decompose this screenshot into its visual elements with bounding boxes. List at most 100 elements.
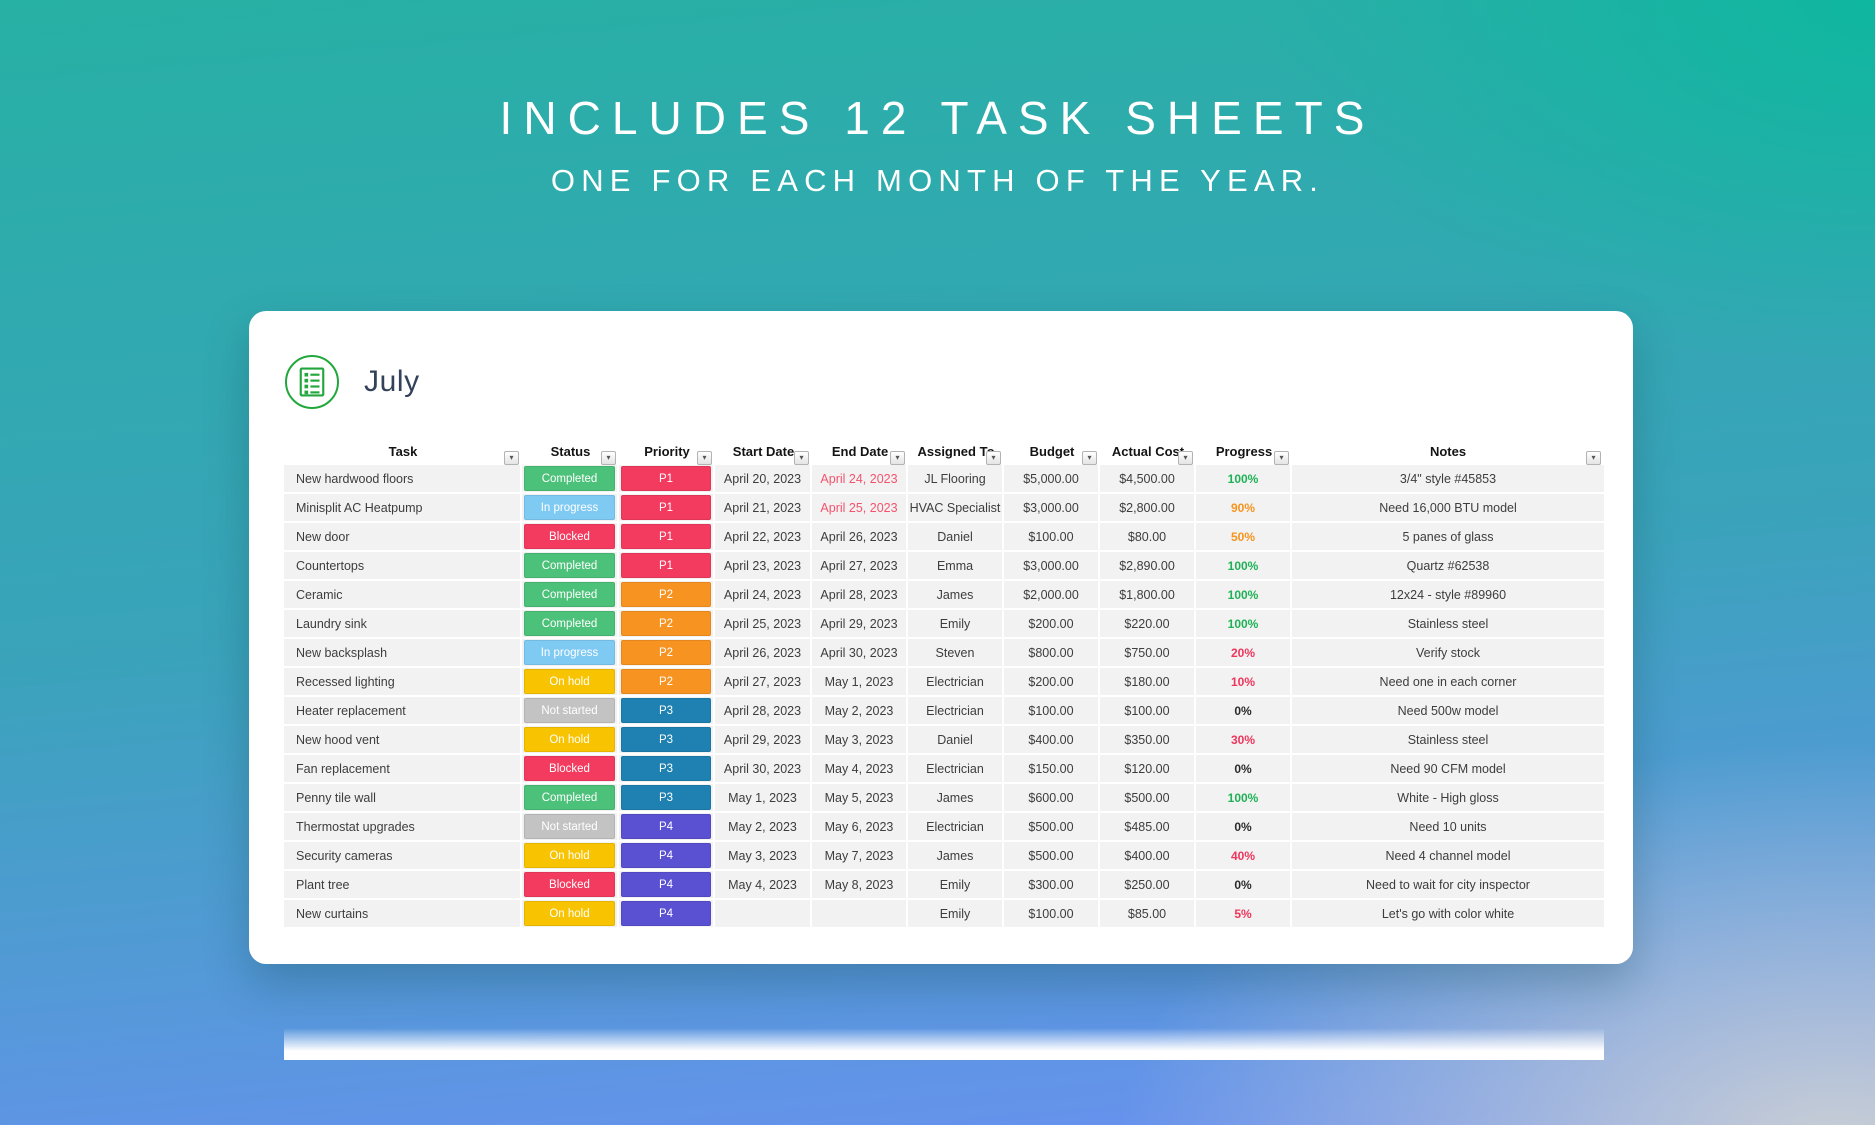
priority-chip[interactable]: P3 [621,698,711,723]
filter-button[interactable]: ▾ [697,451,712,465]
actual-cost-cell[interactable]: $4,500.00 [1100,465,1196,492]
end-date-cell[interactable]: May 8, 2023 [812,871,908,898]
filter-button[interactable]: ▾ [986,451,1001,465]
progress-cell[interactable]: 10% [1196,668,1292,695]
budget-cell[interactable]: $200.00 [1004,610,1100,637]
priority-chip[interactable]: P2 [621,611,711,636]
priority-chip[interactable]: P3 [621,756,711,781]
start-date-cell[interactable]: April 20, 2023 [715,465,812,492]
status-chip[interactable]: Completed [524,582,615,607]
start-date-cell[interactable]: April 21, 2023 [715,494,812,521]
priority-chip[interactable]: P1 [621,466,711,491]
progress-cell[interactable]: 20% [1196,639,1292,666]
notes-cell[interactable]: White - High gloss [1397,790,1499,805]
start-date-cell[interactable]: April 30, 2023 [715,755,812,782]
column-header-start-date[interactable]: Start Date ▾ [715,437,812,465]
notes-cell[interactable]: Need 4 channel model [1385,848,1511,863]
end-date-cell[interactable]: April 25, 2023 [812,494,908,521]
actual-cost-cell[interactable]: $80.00 [1100,523,1196,550]
column-header-priority[interactable]: Priority ▾ [619,437,715,465]
progress-cell[interactable]: 0% [1196,871,1292,898]
assigned-to-cell[interactable]: Electrician [908,755,1004,782]
priority-chip[interactable]: P4 [621,872,711,897]
filter-button[interactable]: ▾ [601,451,616,465]
status-cell[interactable]: Completed [522,465,619,492]
priority-cell[interactable]: P1 [619,552,715,579]
priority-chip[interactable]: P3 [621,727,711,752]
status-chip[interactable]: Blocked [524,756,615,781]
status-chip[interactable]: On hold [524,843,615,868]
column-header-assigned-to[interactable]: Assigned To ▾ [908,437,1004,465]
status-cell[interactable]: Completed [522,784,619,811]
budget-cell[interactable]: $100.00 [1004,697,1100,724]
column-header-budget[interactable]: Budget ▾ [1004,437,1100,465]
filter-button[interactable]: ▾ [1586,451,1601,465]
priority-cell[interactable]: P2 [619,668,715,695]
status-chip[interactable]: In progress [524,640,615,665]
status-chip[interactable]: In progress [524,495,615,520]
status-cell[interactable]: Blocked [522,871,619,898]
priority-chip[interactable]: P4 [621,843,711,868]
priority-chip[interactable]: P3 [621,785,711,810]
status-cell[interactable]: In progress [522,639,619,666]
status-cell[interactable]: Blocked [522,523,619,550]
task-cell[interactable]: Countertops [284,552,522,579]
column-header-task[interactable]: Task ▾ [284,437,522,465]
status-cell[interactable]: On hold [522,726,619,753]
actual-cost-cell[interactable]: $500.00 [1100,784,1196,811]
priority-cell[interactable]: P3 [619,755,715,782]
status-cell[interactable]: In progress [522,494,619,521]
actual-cost-cell[interactable]: $250.00 [1100,871,1196,898]
status-chip[interactable]: On hold [524,901,615,926]
priority-chip[interactable]: P1 [621,524,711,549]
priority-cell[interactable]: P2 [619,581,715,608]
progress-cell[interactable]: 5% [1196,900,1292,927]
status-chip[interactable]: On hold [524,727,615,752]
end-date-cell[interactable]: April 30, 2023 [812,639,908,666]
status-chip[interactable]: Blocked [524,872,615,897]
assigned-to-cell[interactable]: Emma [908,552,1004,579]
column-header-progress[interactable]: Progress ▾ [1196,437,1292,465]
actual-cost-cell[interactable]: $1,800.00 [1100,581,1196,608]
actual-cost-cell[interactable]: $100.00 [1100,697,1196,724]
actual-cost-cell[interactable]: $485.00 [1100,813,1196,840]
status-cell[interactable]: Not started [522,813,619,840]
status-cell[interactable]: Blocked [522,755,619,782]
priority-cell[interactable]: P2 [619,610,715,637]
priority-chip[interactable]: P4 [621,901,711,926]
start-date-cell[interactable]: April 23, 2023 [715,552,812,579]
assigned-to-cell[interactable]: Electrician [908,668,1004,695]
assigned-to-cell[interactable]: James [908,784,1004,811]
status-cell[interactable]: On hold [522,842,619,869]
progress-cell[interactable]: 0% [1196,755,1292,782]
task-cell[interactable]: Penny tile wall [284,784,522,811]
status-cell[interactable]: Completed [522,552,619,579]
filter-button[interactable]: ▾ [1274,451,1289,465]
task-cell[interactable]: Plant tree [284,871,522,898]
actual-cost-cell[interactable]: $120.00 [1100,755,1196,782]
assigned-to-cell[interactable]: HVAC Specialist [908,494,1004,521]
end-date-cell[interactable]: May 2, 2023 [812,697,908,724]
status-chip[interactable]: Not started [524,698,615,723]
assigned-to-cell[interactable]: JL Flooring [908,465,1004,492]
start-date-cell[interactable]: April 26, 2023 [715,639,812,666]
end-date-cell[interactable]: May 3, 2023 [812,726,908,753]
priority-cell[interactable]: P3 [619,784,715,811]
notes-cell[interactable]: 12x24 - style #89960 [1389,587,1507,602]
notes-cell[interactable]: 5 panes of glass [1402,529,1494,544]
progress-cell[interactable]: 40% [1196,842,1292,869]
notes-cell[interactable]: Let's go with color white [1381,906,1515,921]
status-cell[interactable]: Completed [522,610,619,637]
status-chip[interactable]: Blocked [524,524,615,549]
column-header-end-date[interactable]: End Date ▾ [812,437,908,465]
task-cell[interactable]: Laundry sink [284,610,522,637]
task-cell[interactable]: Minisplit AC Heatpump [284,494,522,521]
assigned-to-cell[interactable]: Steven [908,639,1004,666]
notes-cell[interactable]: Stainless steel [1407,616,1489,631]
notes-cell[interactable]: 3/4" style #45853 [1399,471,1497,486]
actual-cost-cell[interactable]: $2,890.00 [1100,552,1196,579]
task-cell[interactable]: Thermostat upgrades [284,813,522,840]
budget-cell[interactable]: $500.00 [1004,813,1100,840]
assigned-to-cell[interactable]: Electrician [908,697,1004,724]
progress-cell[interactable]: 0% [1196,813,1292,840]
